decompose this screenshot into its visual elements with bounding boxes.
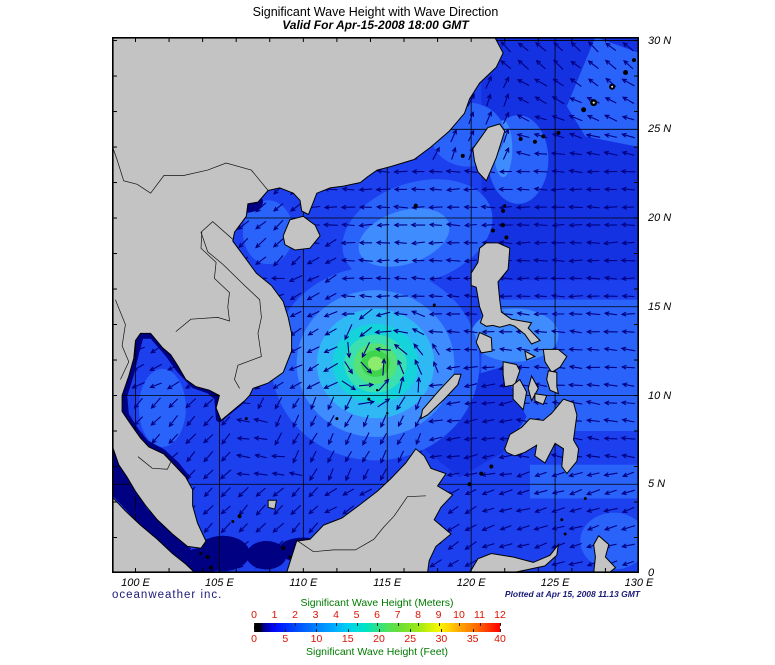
lat-label: 20 N [648,212,672,225]
plotted-timestamp: Plotted at Apr 15, 2008 11.13 GMT [504,589,640,599]
meters-tick: 9 [435,609,442,621]
meters-tick: 7 [394,609,401,621]
colorbar-tick [378,629,380,632]
feet-tick: 10 [310,633,323,645]
colorbar-tick [254,629,255,632]
colorbar-tick [500,623,501,626]
colorbar-tick [254,623,255,626]
feet-tick: 40 [494,633,506,645]
lat-label: 10 N [648,389,672,402]
meters-tick: 0 [251,609,257,621]
colorbar-tick [315,623,317,626]
colorbar-tick [438,623,440,626]
colorbar-tick [336,623,337,626]
colorbar-tick [316,629,318,632]
meters-tick-row: 0 1 2 3 4 5 6 7 8 9 10 11 12 [251,609,506,622]
lat-label: 5 N [648,478,666,491]
colorbar-tick [500,629,501,632]
colorbar-tick [397,623,399,626]
lat-label: 25 N [648,123,672,136]
colorbar-tick [295,623,296,626]
valid-time-subtitle: Valid For Apr-15-2008 18:00 GMT [282,18,469,33]
meters-tick: 12 [494,609,506,621]
feet-tick: 15 [341,633,354,645]
colorbar-tick [285,629,287,632]
meters-tick: 8 [415,609,421,621]
feet-tick: 20 [373,633,385,645]
lon-label: 125 E [540,577,570,589]
lon-label: 120 E [456,577,486,589]
feet-tick: 0 [251,633,257,645]
land-masses [112,37,617,573]
map-canvas [112,37,639,573]
lat-label: 15 N [648,300,672,313]
meters-tick: 4 [333,609,339,621]
lon-label: 105 E [205,577,234,589]
wave-height-map [112,37,639,573]
colorbar-tick [410,629,412,632]
feet-tick-row: 0 5 10 15 20 25 30 35 40 [251,633,506,646]
colorbar-tick [459,623,460,626]
feet-tick: 5 [282,633,289,645]
colorbar-tick [377,623,378,626]
colorbar-gradient [254,623,501,632]
oceanweather-branding: oceanweather inc. [112,589,223,601]
lat-label: 0 [648,567,655,579]
lon-label: 130 E [624,577,654,589]
map-frame [112,37,639,573]
colorbar-tick [418,623,419,626]
meters-tick: 2 [292,609,298,621]
colorbar-tick [347,629,349,632]
colorbar-tick [274,623,276,626]
feet-tick: 35 [466,633,479,645]
feet-tick: 25 [404,633,417,645]
colorbar-tick [479,623,481,626]
colorbar-tick [472,629,474,632]
meters-tick: 6 [374,609,380,621]
meters-tick: 11 [474,609,485,621]
legend-title-feet: Significant Wave Height (Feet) [305,646,448,658]
lon-label: 110 E [289,577,318,589]
title-block: Significant Wave Height with Wave Direct… [112,5,639,33]
lon-label: 115 E [373,577,402,589]
colorbar-tick [356,623,358,626]
small-islands [199,58,636,570]
meters-tick: 5 [353,609,360,621]
meters-tick: 10 [453,609,465,621]
lat-label: 30 N [648,34,672,47]
meters-tick: 1 [271,609,278,621]
meters-tick: 3 [312,609,319,621]
page-title: Significant Wave Height with Wave Direct… [252,5,499,19]
feet-tick: 30 [435,633,448,645]
colorbar-tick [441,629,443,632]
lon-label: 100 E [121,577,150,589]
legend-title-meters: Significant Wave Height (Meters) [300,597,454,609]
